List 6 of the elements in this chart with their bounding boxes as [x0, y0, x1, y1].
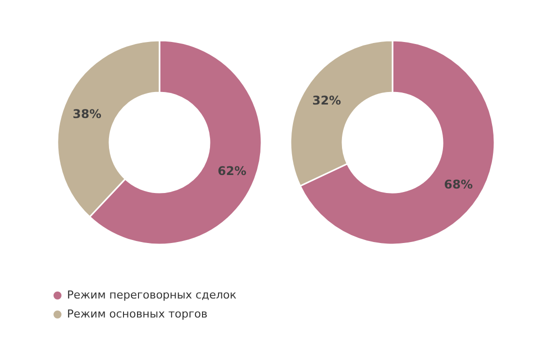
data-label: 38%	[72, 106, 102, 121]
legend-label: Режим основных торгов	[67, 308, 208, 320]
data-label: 32%	[312, 94, 342, 108]
data-label: 68%	[444, 177, 473, 192]
data-label: 62%	[218, 164, 246, 178]
legend-label: Режим переговорных сделок	[67, 288, 237, 302]
